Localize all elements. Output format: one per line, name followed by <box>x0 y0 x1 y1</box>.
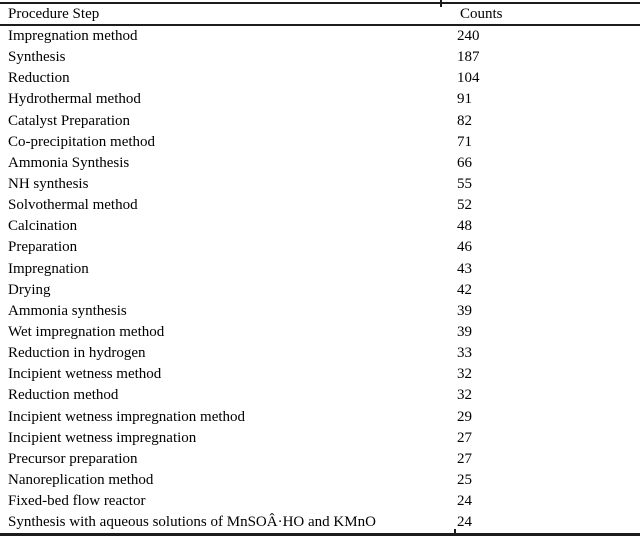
table-row: Nanoreplication method 25 <box>0 470 640 491</box>
table-row: NH synthesis 55 <box>0 174 640 195</box>
table-row: Incipient wetness method 32 <box>0 364 640 385</box>
count-cell: 91 <box>457 91 472 108</box>
procedure-step-cell: Incipient wetness impregnation method <box>8 408 246 425</box>
procedure-step-cell: Hydrothermal method <box>8 91 141 108</box>
table-row: Impregnation method 240 <box>0 26 640 47</box>
table-row: Preparation 46 <box>0 237 640 258</box>
count-cell: 240 <box>457 28 480 45</box>
procedure-step-cell: Co-precipitation method <box>8 133 156 150</box>
table-row: Co-precipitation method 71 <box>0 132 640 153</box>
table-row: Drying 42 <box>0 280 640 301</box>
count-cell: 25 <box>457 472 472 488</box>
procedure-step-cell: Catalyst Preparation <box>8 112 131 129</box>
procedure-step-cell: Synthesis <box>8 49 66 66</box>
count-cell: 46 <box>457 239 472 256</box>
bottom-border-tick <box>454 529 456 536</box>
table-row: Fixed-bed flow reactor 24 <box>0 491 640 512</box>
table-row: Incipient wetness impregnation 27 <box>0 428 640 449</box>
procedure-step-cell: Incipient wetness method <box>8 366 162 383</box>
table-row: Ammonia synthesis 39 <box>0 301 640 322</box>
procedure-step-cell: Reduction <box>8 70 70 87</box>
procedure-step-cell: Solvothermal method <box>8 197 138 214</box>
count-cell: 52 <box>457 197 472 214</box>
count-cell: 104 <box>457 70 480 87</box>
top-border-tick <box>440 0 442 7</box>
table-row: Calcination 48 <box>0 216 640 237</box>
table-row: Impregnation 43 <box>0 259 640 280</box>
table-row: Reduction method 32 <box>0 385 640 406</box>
procedure-step-cell: Ammonia synthesis <box>8 302 127 319</box>
table-header-rule <box>0 23 640 26</box>
table-row: Synthesis with aqueous solutions of MnSO… <box>0 512 640 533</box>
count-cell: 32 <box>457 366 472 383</box>
procedure-step-cell: Impregnation <box>8 260 89 277</box>
table-row: Hydrothermal method 91 <box>0 89 640 110</box>
count-cell: 55 <box>457 176 472 193</box>
procedure-step-cell: Precursor preparation <box>8 450 138 467</box>
table-bottom-rule <box>0 533 640 536</box>
procedure-step-cell: Wet impregnation method <box>8 324 165 341</box>
procedure-step-cell: Synthesis with aqueous solutions of MnSO… <box>8 514 376 531</box>
procedure-step-cell: Calcination <box>8 218 78 235</box>
procedure-step-cell: Ammonia Synthesis <box>8 154 130 171</box>
table-header-row: Procedure Step Counts <box>0 4 640 24</box>
procedure-step-cell: Reduction in hydrogen <box>8 345 146 362</box>
counts-column-header: Counts <box>460 5 503 22</box>
count-cell: 29 <box>457 408 472 425</box>
table-row: Catalyst Preparation 82 <box>0 111 640 132</box>
count-cell: 187 <box>457 49 480 66</box>
count-cell: 32 <box>457 387 472 404</box>
count-cell: 43 <box>457 260 472 277</box>
table-row: Incipient wetness impregnation method 29 <box>0 407 640 428</box>
procedure-step-cell: Preparation <box>8 239 78 256</box>
count-cell: 39 <box>457 302 472 319</box>
procedure-step-cell: Drying <box>8 281 51 298</box>
count-cell: 42 <box>457 281 472 298</box>
procedure-step-cell: Reduction method <box>8 387 119 404</box>
procedure-step-cell: Fixed-bed flow reactor <box>8 493 146 510</box>
table-row: Synthesis 187 <box>0 47 640 68</box>
count-cell: 48 <box>457 218 472 235</box>
procedure-step-cell: Incipient wetness impregnation <box>8 429 197 446</box>
count-cell: 27 <box>457 450 472 467</box>
table-top-rule <box>0 2 640 5</box>
table-row: Reduction 104 <box>0 68 640 89</box>
table-body: Impregnation method 240 Synthesis 187 Re… <box>0 26 640 533</box>
count-cell: 24 <box>457 493 472 510</box>
procedure-step-cell: Impregnation method <box>8 28 138 45</box>
count-cell: 39 <box>457 324 472 341</box>
table-row: Ammonia Synthesis 66 <box>0 153 640 174</box>
table-row: Precursor preparation 27 <box>0 449 640 470</box>
count-cell: 33 <box>457 345 472 362</box>
table-row: Reduction in hydrogen 33 <box>0 343 640 364</box>
procedure-step-cell: NH synthesis <box>8 176 89 193</box>
table-row: Wet impregnation method 39 <box>0 322 640 343</box>
table-row: Solvothermal method 52 <box>0 195 640 216</box>
procedure-step-column-header: Procedure Step <box>8 5 100 22</box>
count-cell: 24 <box>457 514 472 531</box>
count-cell: 66 <box>457 154 472 171</box>
count-cell: 27 <box>457 429 472 446</box>
count-cell: 71 <box>457 133 472 150</box>
procedure-step-cell: Nanoreplication method <box>8 472 154 488</box>
count-cell: 82 <box>457 112 472 129</box>
